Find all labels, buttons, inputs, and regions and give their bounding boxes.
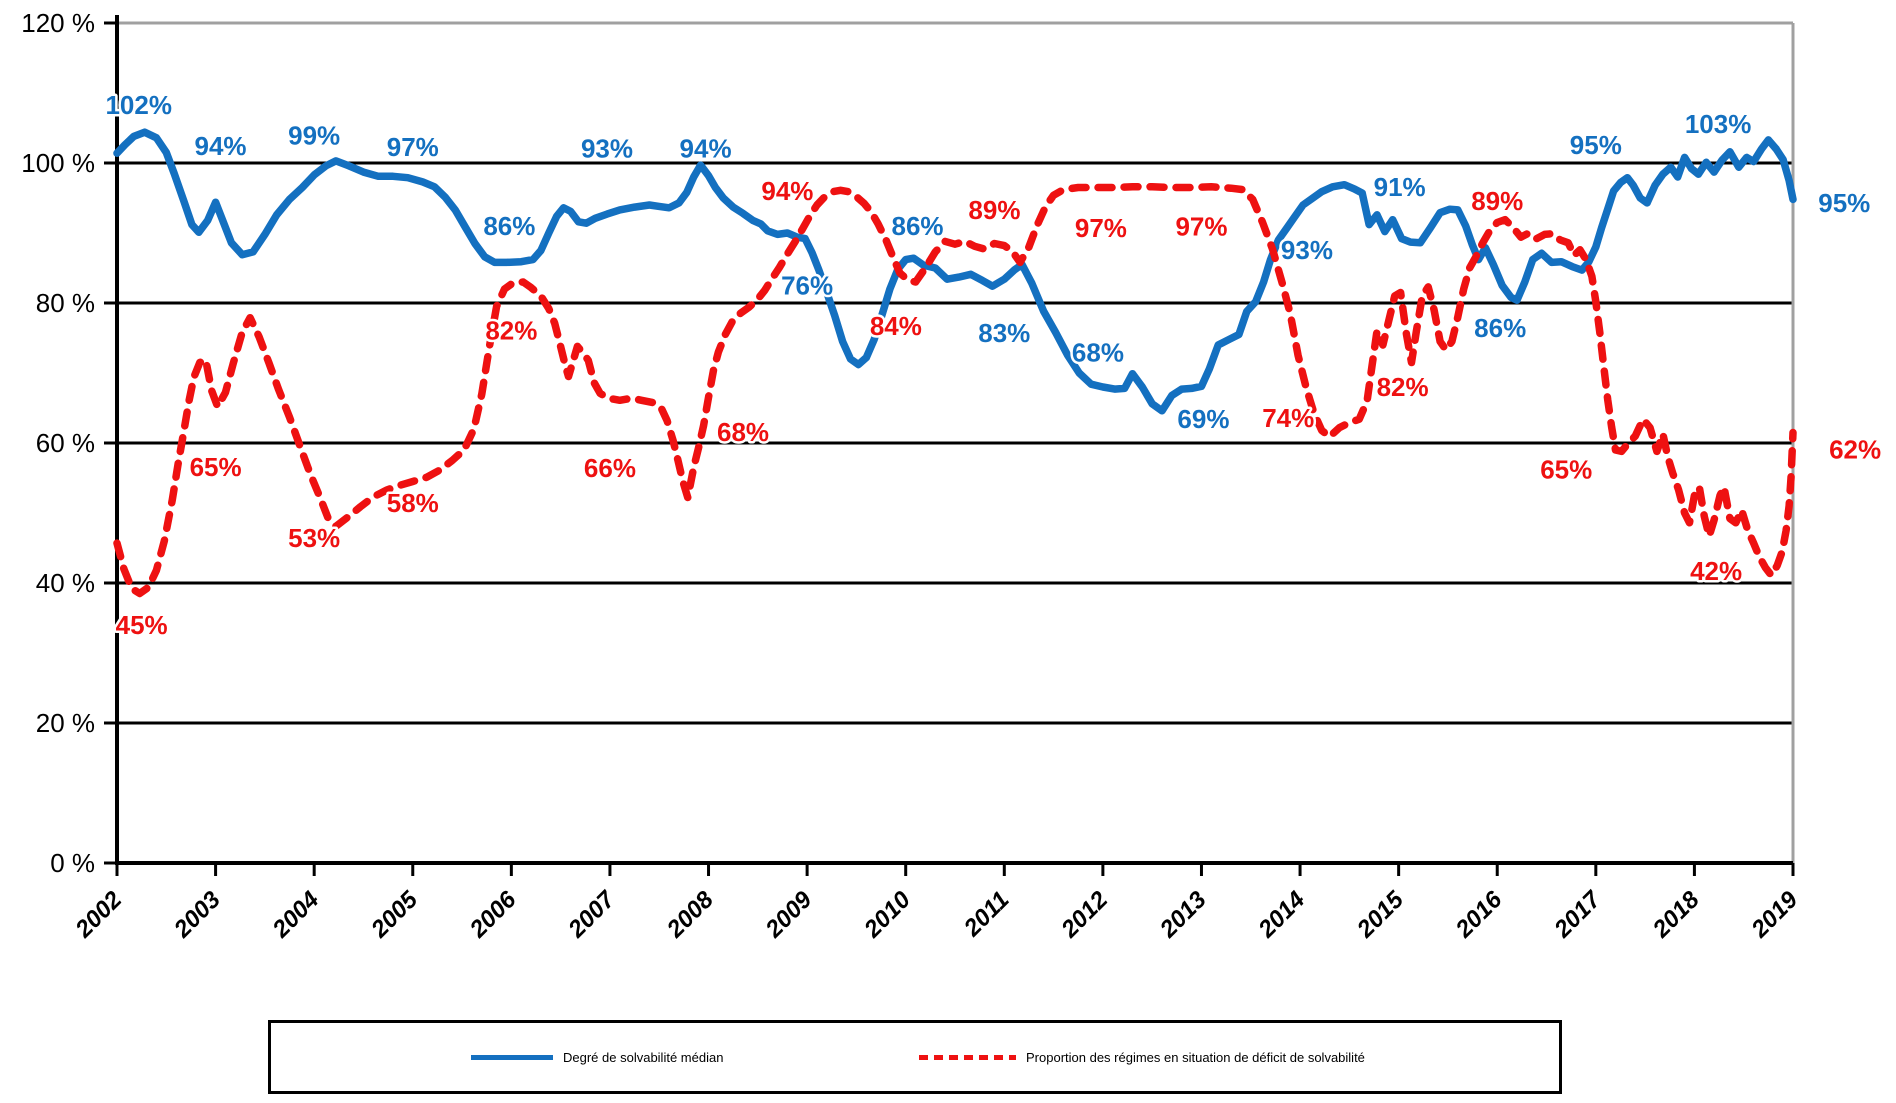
x-axis-label-2012: 2012	[1056, 886, 1114, 944]
data-label-91pct-13: 91%	[1374, 172, 1426, 202]
y-axis-label-40: 40 %	[36, 568, 95, 598]
x-axis-label-2013: 2013	[1154, 886, 1212, 944]
data-label-86pct-4: 86%	[483, 211, 535, 241]
data-label-82pct-31: 82%	[1377, 372, 1429, 402]
data-label-94pct-6: 94%	[680, 133, 732, 163]
x-axis-label-2015: 2015	[1351, 886, 1409, 944]
x-axis-label-2016: 2016	[1450, 886, 1508, 944]
data-label-58pct-21: 58%	[387, 488, 439, 518]
data-label-86pct-8: 86%	[892, 211, 944, 241]
legend-line-sample-solid	[471, 1054, 553, 1060]
x-axis-label-2014: 2014	[1253, 886, 1311, 944]
y-axis-label-100: 100 %	[21, 148, 95, 178]
data-label-97pct-29: 97%	[1175, 212, 1227, 242]
y-axis-label-20: 20 %	[36, 708, 95, 738]
data-label-62pct-35: 62%	[1829, 434, 1881, 464]
data-label-97pct-28: 97%	[1075, 213, 1127, 243]
x-axis-label-2006: 2006	[464, 886, 522, 944]
legend-line-sample-dashed	[919, 1054, 1016, 1060]
data-label-82pct-22: 82%	[485, 315, 537, 345]
data-label-99pct-2: 99%	[288, 121, 340, 151]
data-label-95pct-17: 95%	[1818, 188, 1870, 218]
legend-item-median-solvency: Degré de solvabilité médian	[471, 1023, 723, 1091]
data-label-94pct-1: 94%	[194, 131, 246, 161]
legend-label-deficit-proportion: Proportion des régimes en situation de d…	[1026, 1049, 1365, 1065]
y-axis-label-120: 120 %	[21, 8, 95, 38]
x-axis-label-2007: 2007	[563, 885, 622, 944]
data-label-89pct-32: 89%	[1471, 186, 1523, 216]
data-label-94pct-25: 94%	[761, 176, 813, 206]
data-label-76pct-7: 76%	[781, 271, 833, 301]
data-label-74pct-30: 74%	[1262, 403, 1314, 433]
data-label-65pct-19: 65%	[190, 452, 242, 482]
data-label-53pct-20: 53%	[288, 523, 340, 553]
data-label-42pct-34: 42%	[1690, 556, 1742, 586]
data-label-65pct-33: 65%	[1540, 455, 1592, 485]
x-axis-label-2008: 2008	[661, 886, 719, 944]
chart-legend: Degré de solvabilité médian Proportion d…	[268, 1020, 1562, 1094]
y-axis-label-60: 60 %	[36, 428, 95, 458]
x-axis-label-2009: 2009	[760, 886, 818, 944]
x-axis-label-2017: 2017	[1549, 885, 1608, 944]
y-axis-label-0: 0 %	[50, 848, 95, 878]
data-label-86pct-14: 86%	[1474, 313, 1526, 343]
data-label-95pct-15: 95%	[1570, 130, 1622, 160]
data-label-68pct-24: 68%	[717, 417, 769, 447]
data-label-89pct-27: 89%	[968, 195, 1020, 225]
data-label-83pct-9: 83%	[978, 318, 1030, 348]
data-label-68pct-10: 68%	[1072, 338, 1124, 368]
x-axis-label-2018: 2018	[1647, 886, 1705, 944]
data-label-66pct-23: 66%	[584, 453, 636, 483]
deficit-proportion-dashed-series	[113, 183, 1797, 598]
x-axis-label-2004: 2004	[267, 886, 325, 944]
x-axis-label-2019: 2019	[1746, 886, 1804, 944]
data-label-93pct-5: 93%	[581, 133, 633, 163]
data-label-93pct-12: 93%	[1281, 235, 1333, 265]
x-axis-label-2003: 2003	[168, 886, 226, 944]
x-axis-label-2002: 2002	[70, 886, 128, 944]
legend-label-median-solvency: Degré de solvabilité médian	[563, 1049, 724, 1065]
x-axis-label-2011: 2011	[958, 886, 1014, 942]
x-axis-label-2010: 2010	[858, 886, 916, 944]
data-label-84pct-26: 84%	[870, 311, 922, 341]
data-label-102pct-0: 102%	[105, 90, 172, 120]
legend-item-deficit-proportion: Proportion des régimes en situation de d…	[919, 1023, 1365, 1091]
data-label-103pct-16: 103%	[1685, 109, 1752, 139]
x-axis-label-2005: 2005	[365, 886, 423, 944]
data-label-45pct-18: 45%	[116, 610, 168, 640]
data-label-97pct-3: 97%	[387, 132, 439, 162]
y-axis-label-80: 80 %	[36, 288, 95, 318]
data-label-69pct-11: 69%	[1177, 404, 1229, 434]
median-solvency-line-series	[113, 128, 1797, 415]
